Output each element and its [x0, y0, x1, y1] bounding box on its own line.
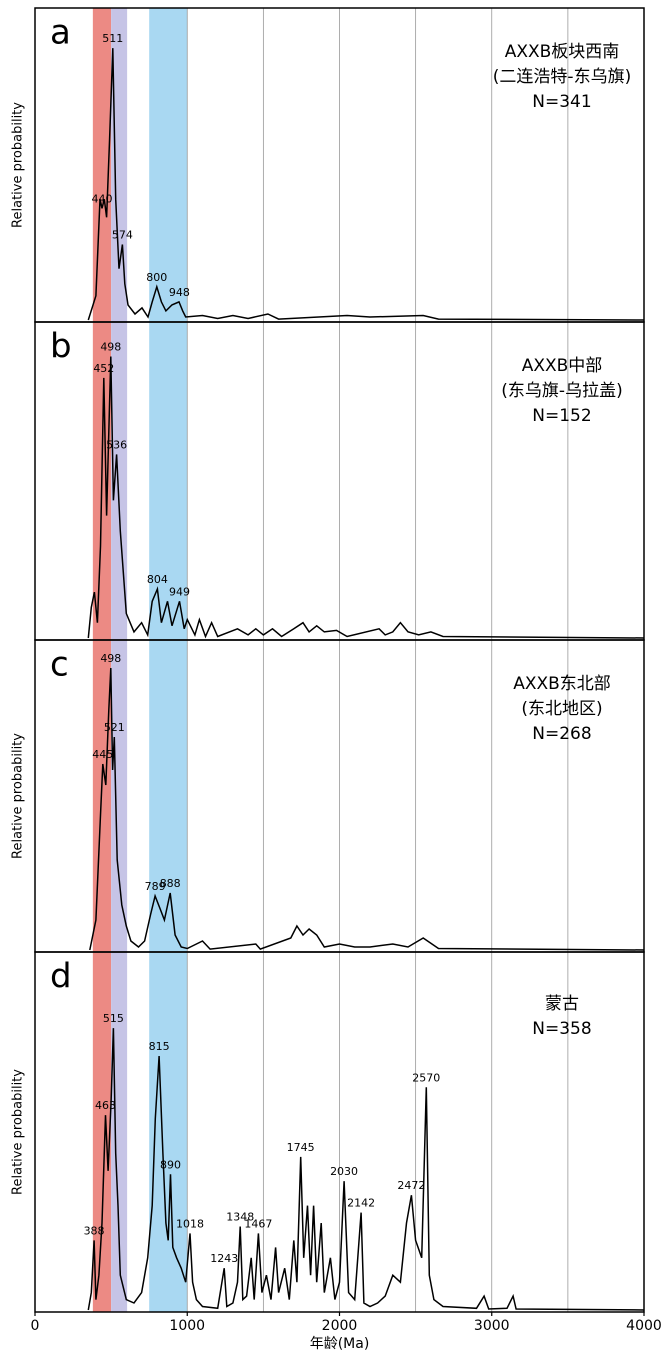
x-tick-label: 4000 [626, 1318, 662, 1334]
peak-label: 1018 [176, 1217, 204, 1230]
peak-label: 888 [160, 877, 181, 890]
peak-label: 1745 [287, 1141, 315, 1154]
panel-title: N=341 [532, 92, 591, 112]
panel-letter: b [50, 327, 72, 367]
peak-label: 1348 [226, 1210, 254, 1223]
x-axis-label: 年龄(Ma) [310, 1336, 370, 1352]
x-tick-label: 2000 [322, 1318, 358, 1334]
peak-label: 498 [100, 340, 121, 353]
probability-curve [87, 1028, 645, 1311]
peak-label: 574 [112, 229, 133, 242]
panel-letter: c [50, 645, 69, 685]
panel-title: AXXB中部 [522, 356, 603, 376]
peak-label: 890 [160, 1158, 181, 1171]
peak-label: 445 [92, 748, 113, 761]
peak-label: 1243 [210, 1252, 238, 1265]
x-tick-label: 1000 [169, 1318, 205, 1334]
peak-label: 388 [84, 1224, 105, 1237]
panel-title: N=268 [532, 724, 591, 744]
peak-label: 2570 [412, 1071, 440, 1084]
probability-curve [89, 667, 645, 951]
age-band [92, 8, 112, 1312]
peak-label: 536 [106, 438, 127, 451]
peak-label: 515 [103, 1012, 124, 1025]
peak-label: 2142 [347, 1197, 375, 1210]
peak-label: 498 [100, 652, 121, 665]
panel-title: (二连浩特-东乌旗) [493, 67, 631, 87]
panel-letter: a [50, 13, 71, 53]
peak-label: 452 [93, 362, 114, 375]
panel-title: (东乌旗-乌拉盖) [501, 381, 622, 401]
age-band [149, 8, 188, 1312]
x-tick-label: 3000 [474, 1318, 510, 1334]
panel-title: N=152 [532, 406, 591, 426]
probability-curve [87, 356, 645, 639]
probability-curve [87, 48, 645, 321]
panel-title: (东北地区) [521, 699, 602, 719]
peak-label: 789 [145, 880, 166, 893]
peak-label: 511 [102, 32, 123, 45]
panel-title: 蒙古 [545, 994, 579, 1014]
peak-label: 440 [91, 192, 112, 205]
panel-title: AXXB板块西南 [505, 42, 620, 62]
peak-label: 948 [169, 286, 190, 299]
peak-label: 2472 [397, 1179, 425, 1192]
age-band [111, 8, 128, 1312]
x-tick-label: 0 [31, 1318, 40, 1334]
peak-label: 1467 [244, 1217, 272, 1230]
panel-letter: d [50, 957, 72, 997]
peak-label: 800 [146, 271, 167, 284]
peak-label: 2030 [330, 1165, 358, 1178]
panel-title: AXXB东北部 [513, 674, 611, 694]
peak-label: 804 [147, 573, 168, 586]
y-axis-label: Relative probability [11, 102, 26, 228]
peak-label: 815 [149, 1040, 170, 1053]
panel-title: N=358 [532, 1019, 591, 1039]
peak-label: 463 [95, 1099, 116, 1112]
y-axis-label: Relative probability [11, 733, 26, 859]
peak-label: 949 [169, 585, 190, 598]
peak-label: 521 [104, 721, 125, 734]
y-axis-label: Relative probability [11, 1069, 26, 1195]
